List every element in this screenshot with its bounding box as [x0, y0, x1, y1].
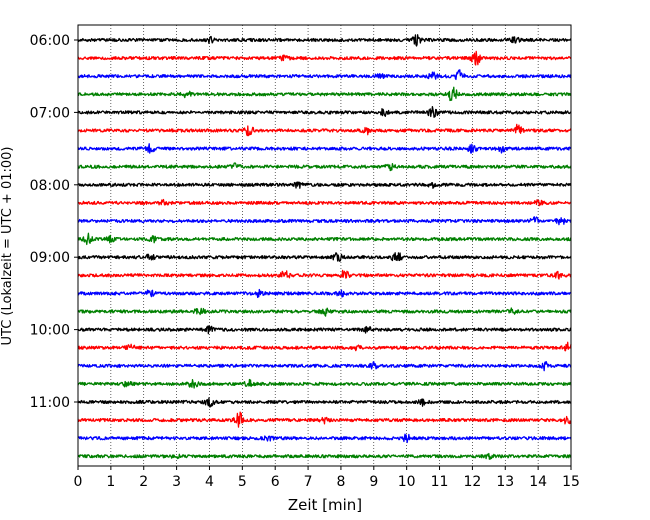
- trace-0600: [77, 34, 572, 47]
- y-tick-label: 08:00: [30, 178, 70, 194]
- trace-1000: [77, 325, 572, 335]
- x-axis-label: Zeit [min]: [288, 496, 362, 514]
- y-tick-label: 09:00: [30, 250, 70, 266]
- trace-1130: [77, 433, 572, 444]
- x-tick-label: 5: [238, 474, 247, 490]
- trace-0830: [77, 216, 572, 226]
- trace-0615: [77, 50, 572, 66]
- trace-0730: [77, 143, 572, 154]
- seismic-traces: [77, 34, 572, 460]
- x-tick-label: 0: [74, 474, 83, 490]
- trace-0815: [77, 198, 572, 207]
- trace-0900: [77, 252, 572, 262]
- trace-0700: [77, 105, 572, 118]
- x-tick-label: 13: [496, 474, 514, 490]
- trace-1030: [77, 361, 572, 372]
- x-tick-label: 3: [172, 474, 181, 490]
- x-tick-label: 12: [463, 474, 481, 490]
- trace-1015: [77, 341, 572, 352]
- x-tick-label: 2: [139, 474, 148, 490]
- trace-0945: [77, 307, 572, 317]
- y-tick-label: 06:00: [30, 33, 70, 49]
- x-tick-label: 10: [398, 474, 416, 490]
- x-tick-label: 4: [205, 474, 214, 490]
- x-tick-label: 8: [336, 474, 345, 490]
- x-tick-label: 15: [562, 474, 580, 490]
- y-tick-label: 07:00: [30, 105, 70, 121]
- trace-0645: [77, 86, 572, 102]
- trace-0930: [77, 288, 572, 299]
- plot-frame: [77, 24, 572, 467]
- y-axis-label: UTC (Lokalzeit = UTC + 01:00): [0, 147, 15, 346]
- trace-1145: [77, 452, 572, 460]
- x-tick-label: 14: [529, 474, 547, 490]
- x-tick-label: 11: [431, 474, 449, 490]
- x-tick-label: 7: [304, 474, 313, 490]
- x-axis-ticks: 0 1 2 3 4 5 6 7 8 9 10 11 12 13 14 15: [74, 466, 580, 490]
- trace-0715: [77, 123, 572, 137]
- y-tick-label: 11:00: [30, 395, 70, 411]
- trace-1115: [77, 411, 572, 428]
- trace-0845: [77, 232, 572, 246]
- y-axis-ticks: 06:00 07:00 08:00 09:00 10:00 11:00: [30, 33, 78, 411]
- trace-1100: [77, 397, 572, 408]
- y-tick-label: 10:00: [30, 323, 70, 339]
- x-tick-label: 6: [271, 474, 280, 490]
- trace-0630: [77, 69, 572, 81]
- trace-0915: [77, 269, 572, 280]
- x-tick-label: 9: [369, 474, 378, 490]
- trace-0800: [77, 181, 572, 189]
- trace-0745: [77, 162, 572, 172]
- trace-1045: [77, 378, 572, 389]
- x-tick-label: 1: [106, 474, 115, 490]
